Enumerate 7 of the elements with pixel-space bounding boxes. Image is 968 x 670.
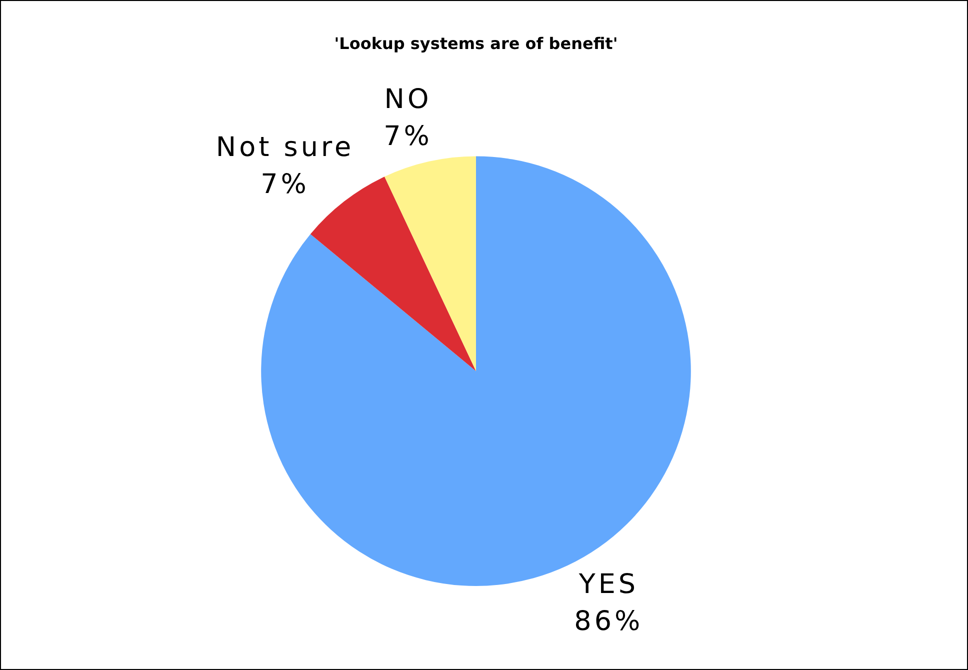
data-label: 86% xyxy=(574,606,644,637)
data-label: 7% xyxy=(260,168,310,200)
chart-title: 'Lookup systems are of benefit' xyxy=(334,34,618,53)
data-label: 7% xyxy=(384,120,432,152)
slice-label: YES xyxy=(578,568,639,600)
slice-label: NO xyxy=(384,84,432,115)
slice-label: Not sure xyxy=(216,132,354,163)
